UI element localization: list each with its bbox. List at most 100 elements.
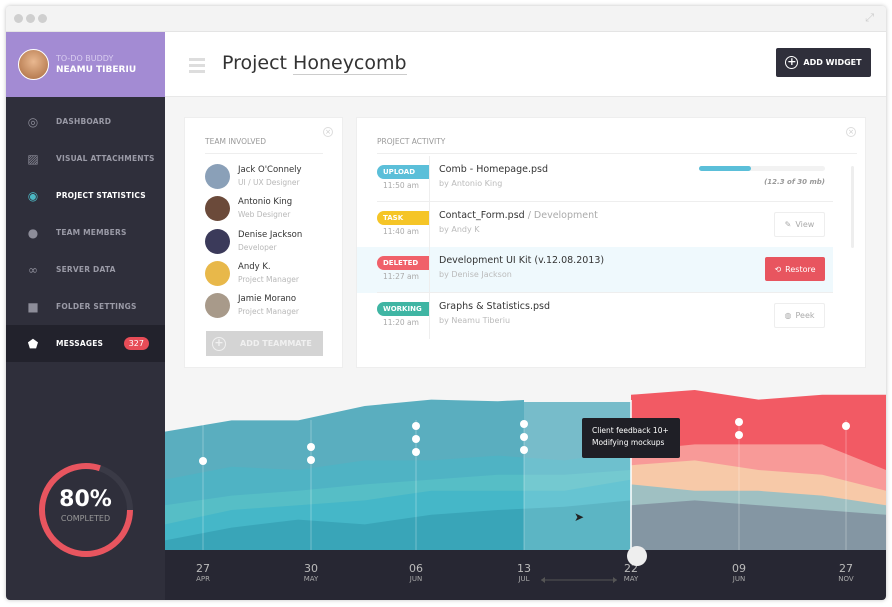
timeline-chart: 27 APR 30 MAY 06 JUN 13 JUL 22 MAY 09 JUN 27 NOV Clie… bbox=[165, 390, 886, 600]
activity-author: by Andy K bbox=[439, 224, 480, 234]
view-button[interactable]: ✎ View bbox=[774, 211, 825, 237]
timeline-areas bbox=[165, 390, 886, 550]
infinity-icon: ∞ bbox=[28, 262, 38, 277]
sidebar-item-label: SERVER DATA bbox=[56, 265, 116, 274]
sidebar-item-dashboard[interactable]: ◎ DASHBOARD bbox=[6, 103, 165, 140]
status-badge: WORKING bbox=[377, 301, 429, 316]
team-member[interactable]: Antonio King Web Designer bbox=[205, 194, 335, 224]
activity-row[interactable]: DELETED 11:27 am Development UI Kit (v.12.… bbox=[357, 247, 833, 293]
status-badge: TASK bbox=[377, 210, 429, 225]
progress-value: 80% bbox=[59, 487, 112, 512]
activity-row[interactable]: WORKING 11:20 am Graphs & Statistics.psd by… bbox=[357, 292, 833, 339]
activity-time: 11:40 am bbox=[383, 226, 419, 236]
event-dot[interactable] bbox=[307, 456, 315, 464]
sidebar-item-project-statistics[interactable]: ◉ PROJECT STATISTICS bbox=[6, 177, 165, 214]
progress-label: COMPLETED bbox=[60, 514, 111, 523]
sidebar: TO-DO BUDDY NEAMU TIBERIU ◎ DASHBOARD ▨ VIS… bbox=[6, 32, 165, 600]
selected-range bbox=[524, 390, 631, 550]
event-dot[interactable] bbox=[412, 422, 420, 430]
sidebar-item-messages[interactable]: ⬟ MESSAGES 327 bbox=[6, 325, 165, 362]
panel-title: TEAM INVOLVED bbox=[205, 137, 267, 146]
add-widget-button[interactable]: + ADD WIDGET bbox=[776, 48, 871, 77]
menu-icon[interactable] bbox=[189, 58, 205, 76]
event-dot[interactable] bbox=[735, 431, 743, 439]
sidebar-item-folder-settings[interactable]: ■ FOLDER SETTINGS bbox=[6, 288, 165, 325]
x-tick-label: 27 APR bbox=[196, 562, 210, 583]
range-top-mask bbox=[524, 390, 631, 402]
avatar bbox=[205, 164, 230, 189]
file-name: Contact_Form.psd / Development bbox=[439, 209, 598, 221]
event-dot[interactable] bbox=[520, 420, 528, 428]
member-role: Project Manager bbox=[238, 274, 299, 284]
close-icon[interactable]: × bbox=[323, 127, 333, 137]
app-name: TO-DO BUDDY bbox=[56, 54, 114, 63]
event-dot[interactable] bbox=[412, 448, 420, 456]
plus-icon: + bbox=[212, 336, 226, 351]
upload-progress bbox=[699, 166, 825, 171]
member-name: Jamie Morano bbox=[238, 294, 297, 305]
plus-icon: + bbox=[785, 55, 799, 69]
past-area-layer-0 bbox=[165, 500, 631, 550]
sidebar-item-visual-attachments[interactable]: ▨ VISUAL ATTACHMENTS bbox=[6, 140, 165, 177]
sidebar-item-team-members[interactable]: ● TEAM MEMBERS bbox=[6, 214, 165, 251]
avatar bbox=[18, 49, 49, 80]
event-dot[interactable] bbox=[199, 457, 207, 465]
member-role: Project Manager bbox=[238, 307, 299, 317]
activity-row[interactable]: TASK 11:40 am Contact_Form.psd / Developme… bbox=[357, 201, 833, 248]
dashboard-icon: ◎ bbox=[27, 114, 39, 129]
upload-size: (12.3 of 30 mb) bbox=[764, 178, 825, 186]
team-member[interactable]: Jack O'Connely UI / UX Designer bbox=[205, 162, 335, 192]
tooltip: Client feedback 10+ Modifying mockups bbox=[582, 418, 680, 458]
member-role: Web Designer bbox=[238, 210, 291, 220]
user-name: NEAMU TIBERIU bbox=[56, 65, 137, 75]
event-dot[interactable] bbox=[842, 422, 850, 430]
x-tick-label: 06 JUN bbox=[409, 562, 423, 583]
project-name[interactable]: Honeycomb bbox=[293, 52, 407, 75]
sidebar-item-label: VISUAL ATTACHMENTS bbox=[56, 154, 155, 163]
window-maximize-button[interactable] bbox=[38, 14, 47, 23]
avatar bbox=[205, 260, 230, 286]
title-bar: ⤢ bbox=[6, 6, 886, 32]
sidebar-item-label: PROJECT STATISTICS bbox=[56, 191, 146, 200]
event-dot[interactable] bbox=[735, 418, 743, 426]
event-dot[interactable] bbox=[307, 443, 315, 451]
user-circle-icon: ◍ bbox=[784, 310, 792, 320]
range-arrow-icon bbox=[541, 577, 617, 583]
message-count-badge: 327 bbox=[123, 337, 149, 350]
cursor-icon: ➤ bbox=[574, 510, 585, 524]
restore-button[interactable]: ⟲ Restore bbox=[765, 257, 825, 281]
image-icon: ▨ bbox=[27, 151, 39, 166]
event-dot[interactable] bbox=[520, 446, 528, 454]
sidebar-item-label: DASHBOARD bbox=[56, 117, 112, 126]
person-icon: ● bbox=[27, 225, 39, 240]
expand-icon[interactable]: ⤢ bbox=[865, 11, 874, 24]
event-dot[interactable] bbox=[412, 435, 420, 443]
progress-ring bbox=[39, 463, 133, 557]
x-tick-label: 09 JUN bbox=[732, 562, 746, 583]
event-dot[interactable] bbox=[520, 433, 528, 441]
x-tick-label: 13 JUL bbox=[517, 562, 531, 583]
folder-icon: ■ bbox=[27, 299, 39, 314]
team-member[interactable]: Jamie Morano Project Manager bbox=[205, 291, 335, 321]
add-teammate-button[interactable]: + ADD TEAMMATE bbox=[206, 331, 323, 356]
team-member[interactable]: Andy K. Project Manager bbox=[205, 259, 335, 289]
sidebar-item-server-data[interactable]: ∞ SERVER DATA bbox=[6, 251, 165, 288]
window-close-button[interactable] bbox=[14, 14, 23, 23]
restore-icon: ⟲ bbox=[774, 264, 782, 274]
activity-time: 11:20 am bbox=[383, 317, 419, 327]
future-area-layer-0 bbox=[631, 500, 886, 550]
x-tick-label: 22 MAY bbox=[623, 562, 639, 583]
eye-icon: ◉ bbox=[27, 188, 39, 203]
sidebar-item-label: TEAM MEMBERS bbox=[56, 228, 127, 237]
window-minimize-button[interactable] bbox=[26, 14, 35, 23]
timeline-handle[interactable] bbox=[627, 546, 647, 566]
scrollbar[interactable] bbox=[851, 166, 854, 248]
team-member[interactable]: Denise Jackson Developer bbox=[205, 227, 335, 257]
team-panel: TEAM INVOLVED × Jack O'Connely UI / UX De… bbox=[184, 117, 343, 368]
peek-button[interactable]: ◍ Peek bbox=[774, 302, 825, 328]
user-profile[interactable]: TO-DO BUDDY NEAMU TIBERIU bbox=[6, 32, 165, 97]
activity-author: by Antonio King bbox=[439, 179, 503, 188]
activity-row[interactable]: UPLOAD 11:50 am Comb - Homepage.psd by Anto… bbox=[357, 156, 833, 202]
close-icon[interactable]: × bbox=[846, 127, 856, 137]
activity-time: 11:50 am bbox=[383, 181, 419, 190]
